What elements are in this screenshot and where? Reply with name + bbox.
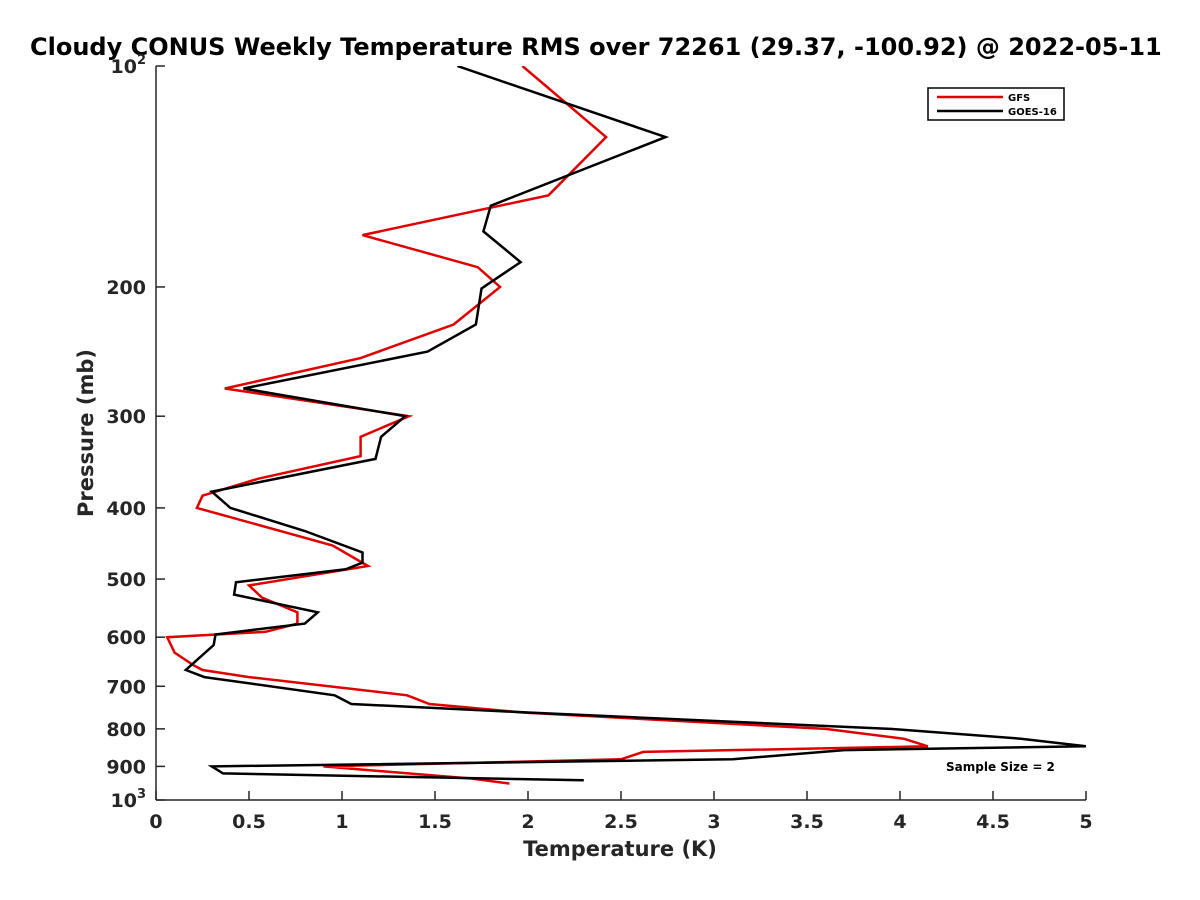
legend-label-gfs: GFS <box>1008 93 1030 104</box>
y-tick-label: 500 <box>106 569 146 591</box>
x-tick-label: 3 <box>707 811 720 833</box>
y-tick-label: 600 <box>106 627 146 649</box>
plot-area: 0 0.5 1 1.5 2 2.5 3 3.5 4 4.5 5 102 200 300 400 500 600… <box>106 53 1092 833</box>
y-axis: 102 200 300 400 500 600 700 800 900 103 <box>106 53 165 812</box>
chart-title: Cloudy CONUS Weekly Temperature RMS over… <box>30 33 1162 61</box>
legend: GFS GOES-16 <box>927 87 1065 121</box>
y-tick-label: 700 <box>106 676 146 698</box>
series-line-goes16 <box>183 66 1086 782</box>
x-tick-label: 1.5 <box>418 811 452 833</box>
x-axis-label: Temperature (K) <box>523 837 717 861</box>
y-axis-label: Pressure (mb) <box>74 349 98 517</box>
y-tick-label: 300 <box>106 406 146 428</box>
y-tick-label: 900 <box>106 756 146 778</box>
y-tick-label: 103 <box>111 787 147 812</box>
x-tick-label: 4.5 <box>976 811 1010 833</box>
y-tick-label: 800 <box>106 719 146 741</box>
y-tick-label: 102 <box>111 53 147 78</box>
x-tick-label: 5 <box>1079 811 1092 833</box>
x-tick-label: 2.5 <box>604 811 638 833</box>
y-tick-label: 200 <box>106 277 146 299</box>
legend-label-goes16: GOES-16 <box>1008 107 1057 118</box>
series-layer <box>165 66 1086 785</box>
y-tick-label: 400 <box>106 498 146 520</box>
x-axis: 0 0.5 1 1.5 2 2.5 3 3.5 4 4.5 5 <box>149 791 1093 833</box>
series-line-gfs <box>165 66 929 785</box>
sample-size-annotation: Sample Size = 2 <box>946 760 1055 774</box>
x-tick-label: 2 <box>521 811 534 833</box>
x-tick-label: 1 <box>335 811 348 833</box>
x-tick-label: 0 <box>149 811 162 833</box>
x-tick-label: 3.5 <box>790 811 824 833</box>
legend-box <box>927 87 1065 121</box>
x-tick-label: 4 <box>893 811 906 833</box>
x-tick-label: 0.5 <box>232 811 266 833</box>
